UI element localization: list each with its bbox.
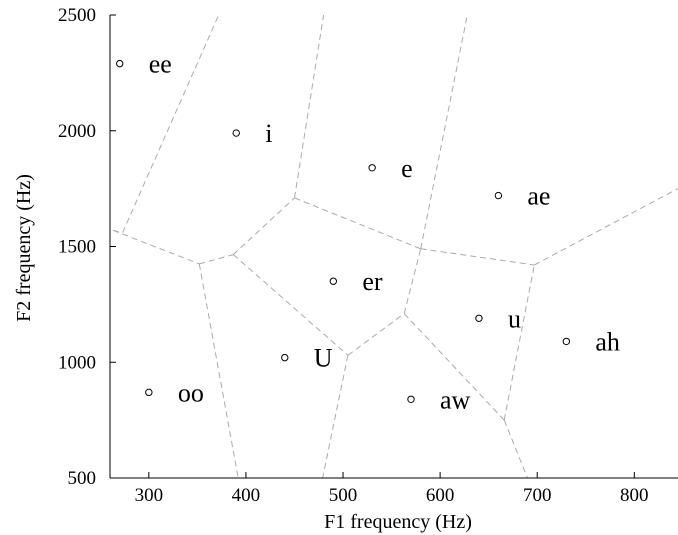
vowel-marker-ae bbox=[494, 191, 503, 200]
boundary-line bbox=[534, 188, 678, 266]
vowel-marker-aw bbox=[407, 395, 415, 403]
boundary-line bbox=[112, 14, 220, 234]
boundary-line bbox=[403, 313, 505, 421]
y-tick-label: 2500 bbox=[58, 5, 96, 26]
decision-boundaries bbox=[112, 14, 678, 479]
boundary-line bbox=[322, 355, 349, 479]
boundary-line bbox=[232, 254, 349, 356]
vowel-label-aw: aw bbox=[440, 385, 471, 414]
x-tick-label: 600 bbox=[426, 485, 455, 506]
vowel-marker-ah bbox=[562, 337, 571, 346]
boundary-line bbox=[420, 14, 468, 249]
vowel-marker-U bbox=[281, 353, 289, 362]
vowel-label-U: U bbox=[314, 344, 333, 373]
axes bbox=[109, 15, 678, 479]
boundary-line bbox=[198, 263, 239, 479]
vowel-label-i: i bbox=[265, 119, 272, 148]
y-axis-label: F2 frequency (Hz) bbox=[13, 174, 35, 322]
boundary-line bbox=[347, 313, 405, 356]
y-tick-label: 500 bbox=[68, 468, 97, 489]
boundary-line bbox=[294, 14, 325, 198]
vowel-marker-u bbox=[475, 314, 483, 322]
vowel-label-er: er bbox=[362, 267, 383, 296]
boundary-line bbox=[294, 197, 421, 250]
boundary-line bbox=[420, 248, 535, 266]
vowel-label-e: e bbox=[401, 154, 413, 183]
boundary-line bbox=[232, 197, 295, 255]
axis-ticks: 300 400 500 600 700 800 500 1000 1500 2000 2500 bbox=[58, 5, 649, 506]
boundary-line bbox=[112, 229, 200, 265]
y-tick-label: 1000 bbox=[58, 352, 96, 373]
vowel-marker-ee bbox=[116, 59, 124, 68]
x-tick-label: 800 bbox=[620, 485, 649, 506]
boundary-line bbox=[199, 254, 234, 265]
boundary-line bbox=[503, 419, 528, 479]
x-tick-label: 700 bbox=[523, 485, 552, 506]
vowel-marker-e bbox=[368, 164, 376, 172]
vowel-marker-i bbox=[232, 129, 240, 137]
x-axis-label: F1 frequency (Hz) bbox=[324, 511, 472, 533]
x-tick-label: 400 bbox=[232, 485, 261, 506]
vowel-label-ae: ae bbox=[527, 182, 550, 211]
data-points: ee i e ae er u ah Uoo aw bbox=[116, 50, 620, 414]
boundary-line bbox=[403, 248, 422, 314]
vowel-marker-er bbox=[329, 277, 338, 285]
vowel-label-ah: ah bbox=[595, 327, 620, 356]
vowel-label-u: u bbox=[508, 304, 521, 333]
y-tick-label: 1500 bbox=[58, 237, 96, 258]
y-tick-label: 2000 bbox=[58, 121, 96, 142]
boundary-line bbox=[503, 264, 535, 421]
vowel-marker-oo bbox=[145, 388, 153, 397]
x-tick-label: 500 bbox=[329, 485, 358, 506]
x-tick-label: 300 bbox=[135, 485, 164, 506]
vowel-label-oo: oo bbox=[178, 378, 204, 407]
vowel-label-ee: ee bbox=[149, 50, 172, 79]
